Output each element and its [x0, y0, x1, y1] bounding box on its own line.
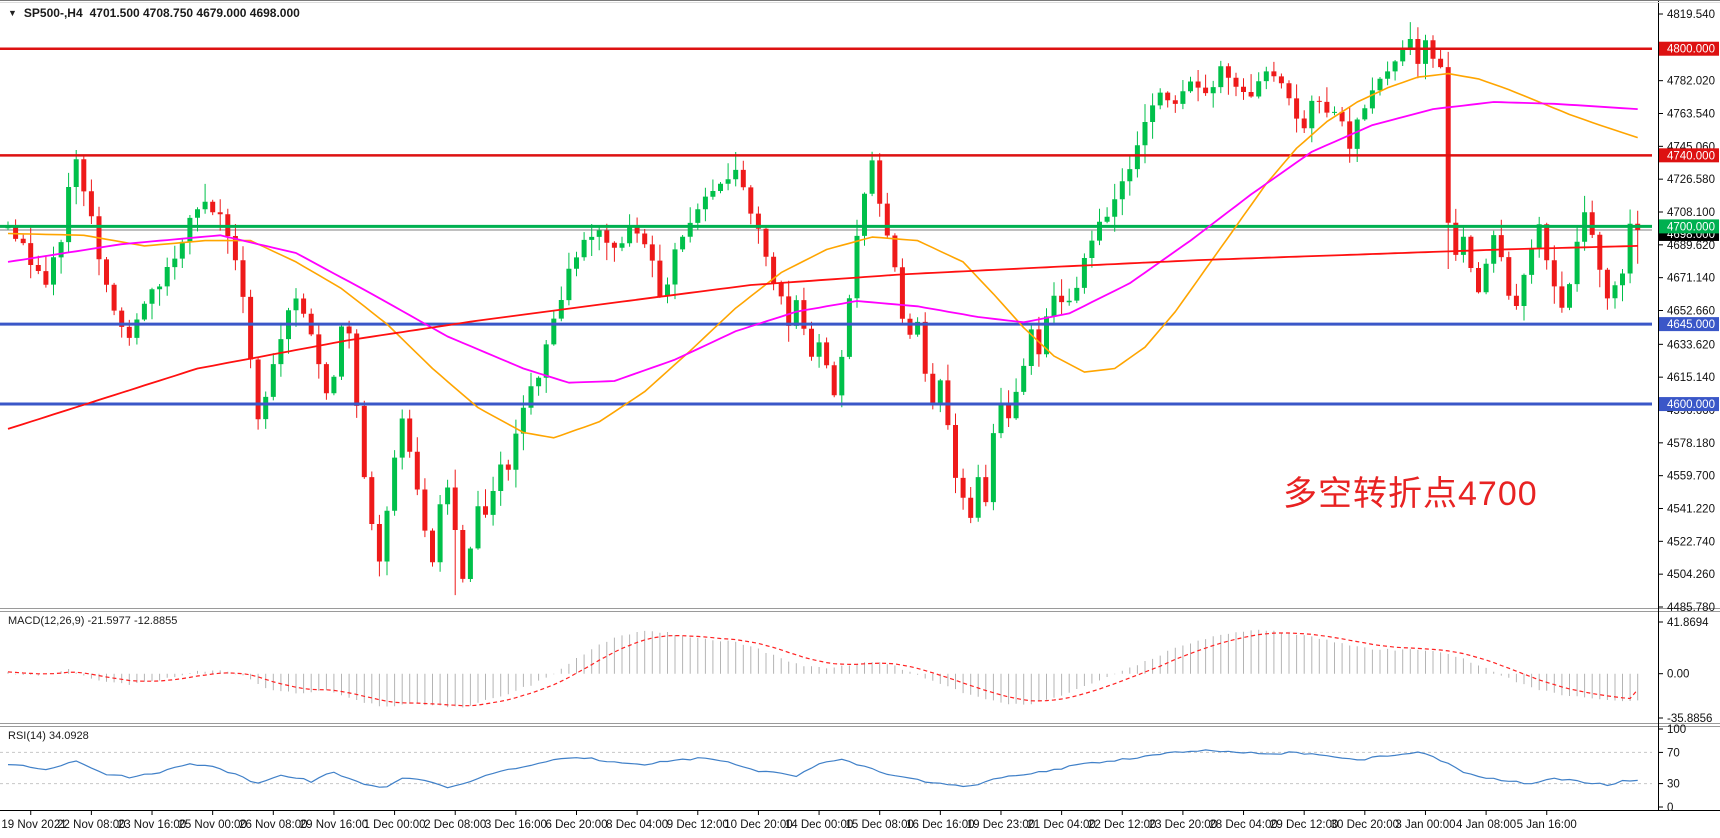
symbol-period-label: SP500-,H4 [23, 6, 83, 20]
time-tick-label: 15 Dec 08:00 [845, 819, 913, 831]
price-tick-label: 4671.140 [1667, 273, 1715, 285]
time-tick-label: 16 Dec 16:00 [906, 819, 974, 831]
time-tick-label: 29 Nov 16:00 [300, 819, 368, 831]
level-lines-layer[interactable] [0, 47, 1652, 406]
time-tick-label: 2 Dec 08:00 [424, 819, 486, 831]
macd-indicator-label: MACD(12,26,9) -21.5977 -12.8855 [8, 615, 178, 627]
price-level-badge [1659, 148, 1719, 163]
chart-frame [0, 0, 1720, 811]
macd-signal-line [7, 632, 1639, 707]
price-level-badge [1659, 219, 1719, 234]
rsi-panel [0, 749, 1652, 789]
chart-title-bar: ▼ SP500-,H4 4701.500 4708.750 4679.000 4… [8, 6, 300, 20]
macd-tick-label: 0.00 [1667, 669, 1689, 681]
price-level-badge [1659, 317, 1719, 332]
price-level-badge [1659, 41, 1719, 56]
price-level-badge-label: 4800.000 [1667, 44, 1715, 56]
window-top-border [0, 0, 1720, 1]
window-top-border-inner [0, 2, 1720, 3]
rsi-tick-label: 30 [1667, 779, 1680, 791]
time-tick-label: 23 Dec 20:00 [1149, 819, 1217, 831]
ohlc-values: 4701.500 4708.750 4679.000 4698.000 [89, 6, 300, 20]
price-level-badge-label: 4600.000 [1667, 399, 1715, 411]
time-tick-label: 21 Dec 04:00 [1027, 819, 1095, 831]
price-tick-label: 4633.620 [1667, 339, 1715, 351]
macd-panel [7, 629, 1639, 708]
time-tick-label: 29 Dec 12:00 [1270, 819, 1338, 831]
time-tick-label: 14 Dec 00:00 [785, 819, 853, 831]
chart-annotation-text[interactable]: 多空转折点4700 [1283, 475, 1538, 513]
time-tick-label: 22 Dec 12:00 [1088, 819, 1156, 831]
ma-mid-magenta [7, 101, 1638, 384]
rsi-tick-label: 0 [1667, 802, 1673, 814]
rsi-indicator-label: RSI(14) 34.0928 [8, 730, 89, 742]
ma-lines-layer [7, 72, 1638, 439]
price-tick-label: 4782.020 [1667, 76, 1715, 88]
price-tick-label: 4615.140 [1667, 372, 1715, 384]
ma-slow-red [7, 245, 1638, 430]
price-tick-label: 4652.660 [1667, 306, 1715, 318]
rsi-tick-label: 70 [1667, 747, 1680, 759]
price-tick-label: 4485.780 [1667, 602, 1715, 614]
time-tick-label: 9 Dec 12:00 [667, 819, 729, 831]
price-level-badge-label: 4740.000 [1667, 150, 1715, 162]
time-tick-label: 3 Jan 00:00 [1395, 819, 1455, 831]
price-tick-label: 4726.580 [1667, 174, 1715, 186]
price-badges-layer: 4698.0004800.0004740.0004700.0004645.000… [1659, 41, 1719, 412]
price-tick-label: 4504.260 [1667, 569, 1715, 581]
time-tick-label: 26 Nov 08:00 [239, 819, 307, 831]
price-tick-label: 4541.220 [1667, 503, 1715, 515]
price-axis[interactable]: 4819.5404782.0204763.5404745.0604726.580… [1658, 9, 1715, 814]
price-tick-label: 4763.540 [1667, 108, 1715, 120]
price-tick-label: 4708.100 [1667, 207, 1715, 219]
time-tick-label: 10 Dec 20:00 [724, 819, 792, 831]
time-tick-label: 19 Nov 2021 [1, 819, 66, 831]
price-level-badge-label: 4700.000 [1667, 221, 1715, 233]
rsi-line [7, 749, 1638, 789]
time-tick-label: 28 Dec 04:00 [1209, 819, 1277, 831]
macd-tick-label: -35.8856 [1667, 713, 1712, 725]
time-tick-label: 25 Nov 00:00 [178, 819, 246, 831]
macd-tick-label: 41.8694 [1667, 617, 1709, 629]
time-tick-label: 3 Dec 16:00 [485, 819, 547, 831]
time-tick-label: 30 Dec 20:00 [1331, 819, 1399, 831]
time-tick-label: 23 Nov 16:00 [118, 819, 186, 831]
price-tick-label: 4578.180 [1667, 438, 1715, 450]
time-tick-label: 6 Dec 20:00 [545, 819, 607, 831]
time-tick-label: 8 Dec 04:00 [606, 819, 668, 831]
macd-histogram [7, 629, 1639, 708]
time-tick-label: 22 Nov 08:00 [57, 819, 125, 831]
price-tick-label: 4819.540 [1667, 9, 1715, 21]
rsi-tick-label: 100 [1667, 724, 1686, 736]
ma-fast-orange [7, 72, 1638, 439]
time-tick-label: 1 Dec 00:00 [364, 819, 426, 831]
time-tick-label: 4 Jan 08:00 [1456, 819, 1516, 831]
time-tick-label: 5 Jan 16:00 [1517, 819, 1577, 831]
price-level-badge [1659, 397, 1719, 412]
time-tick-label: 19 Dec 23:00 [967, 819, 1035, 831]
chevron-down-icon[interactable]: ▼ [8, 8, 17, 18]
price-tick-label: 4522.740 [1667, 536, 1715, 548]
price-tick-label: 4689.620 [1667, 240, 1715, 252]
price-level-badge-label: 4645.000 [1667, 319, 1715, 331]
price-tick-label: 4559.700 [1667, 471, 1715, 483]
